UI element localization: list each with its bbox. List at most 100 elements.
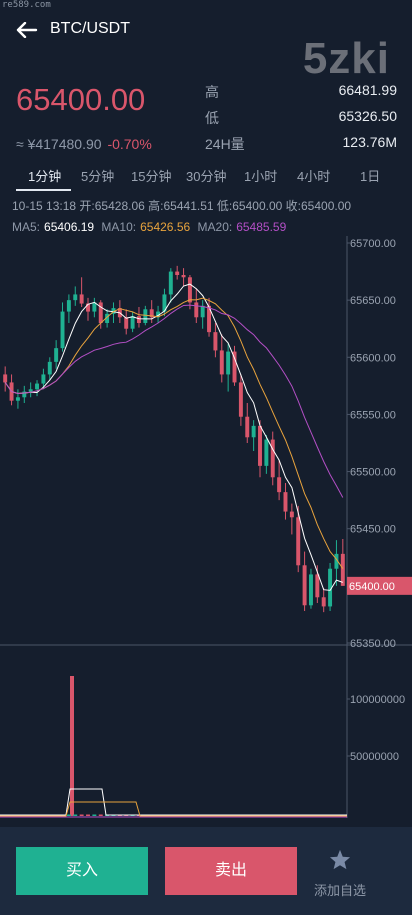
candle-body xyxy=(315,574,320,598)
ma20-line xyxy=(4,304,344,498)
stat-volume-label: 24H量 xyxy=(205,136,245,152)
kline-chart[interactable]: 65700.00 65650.00 65600.00 65550.00 65500.00… xyxy=(0,236,412,824)
volume-bar xyxy=(79,814,84,816)
add-favorite-button[interactable]: 添加自选 xyxy=(308,849,372,899)
candle-body xyxy=(264,439,269,466)
volume-bar xyxy=(66,814,71,816)
candle-body xyxy=(162,294,167,312)
ohlc-low: 65400.00 xyxy=(232,199,283,213)
ma20-value: 65485.59 xyxy=(236,220,287,234)
tab-1h[interactable]: 1小时 xyxy=(244,169,278,184)
back-arrow-icon[interactable] xyxy=(16,22,38,38)
candle-body xyxy=(124,317,129,329)
stat-high-label: 高 xyxy=(205,84,219,100)
stat-low-label: 低 xyxy=(205,110,219,126)
buy-button[interactable]: 买入 xyxy=(16,847,148,895)
stat-volume-value: 123.76M xyxy=(342,134,397,150)
candle-body xyxy=(79,294,84,304)
watermark-text: re589.com xyxy=(2,0,51,10)
tab-15m[interactable]: 15分钟 xyxy=(131,169,172,184)
ma5-value: 65406.19 xyxy=(44,220,95,234)
candle-body xyxy=(136,316,141,323)
candle-body xyxy=(283,492,288,512)
candle-body xyxy=(328,568,333,607)
action-bar: 买入 卖出 添加自选 xyxy=(0,827,412,915)
candle-body xyxy=(156,311,161,318)
candle-body xyxy=(28,389,33,392)
add-favorite-label: 添加自选 xyxy=(313,883,366,898)
volume-tick-label: 50000000 xyxy=(350,751,399,763)
candle-body xyxy=(168,271,173,295)
candle-body xyxy=(238,382,243,417)
tab-30m[interactable]: 30分钟 xyxy=(186,169,227,184)
volume-ma5-line xyxy=(0,788,347,816)
stat-high-value: 66481.99 xyxy=(338,82,397,98)
ohlc-high-label: 高: xyxy=(148,199,164,213)
candle-body xyxy=(143,309,148,323)
candle-body xyxy=(181,275,186,278)
current-price-label: 65400.00 xyxy=(349,581,395,593)
ohlc-close: 65400.00 xyxy=(301,199,352,213)
candle-body xyxy=(105,313,110,323)
pair-title: BTC/USDT xyxy=(50,20,130,37)
candle-body xyxy=(296,517,301,566)
candle-body xyxy=(3,374,8,383)
candle-body xyxy=(35,383,40,390)
candle-body xyxy=(98,302,103,323)
candle-body xyxy=(308,574,313,606)
stat-high: 高 66481.99 xyxy=(205,82,397,107)
candle-body xyxy=(149,309,154,318)
brand-logo: 5zki xyxy=(302,34,390,83)
ma5-label: MA5: xyxy=(12,220,41,234)
candle-body xyxy=(251,425,256,438)
candle-body xyxy=(321,597,326,607)
ohlc-low-label: 低: xyxy=(216,199,233,213)
candle-body xyxy=(47,361,52,375)
ohlc-open: 65428.06 xyxy=(94,199,145,213)
candle-body xyxy=(340,553,345,586)
header: BTC/USDT 5zki xyxy=(0,10,412,83)
price-tick-label: 65350.00 xyxy=(350,638,396,650)
volume-spike-bar xyxy=(70,676,74,816)
candle-body xyxy=(41,374,46,384)
tab-4h[interactable]: 4小时 xyxy=(297,169,331,184)
tab-1d[interactable]: 1日 xyxy=(360,169,381,184)
last-price: 65400.00 xyxy=(16,82,146,117)
candle-body xyxy=(207,305,212,333)
ohlc-high: 65441.51 xyxy=(163,199,214,213)
candle-body xyxy=(302,565,307,606)
stat-low-value: 65326.50 xyxy=(338,108,397,124)
price-tick-label: 65600.00 xyxy=(350,352,396,364)
tab-1m[interactable]: 1分钟 xyxy=(28,169,62,184)
stat-volume: 24H量 123.76M xyxy=(205,134,397,159)
candle-body xyxy=(200,305,205,318)
candle-body xyxy=(92,302,97,312)
sell-button[interactable]: 卖出 xyxy=(165,847,297,895)
candle-body xyxy=(22,391,27,398)
volume-bar xyxy=(73,814,78,816)
stat-low: 低 65326.50 xyxy=(205,108,397,133)
interval-tabs: 1分钟 5分钟 15分钟 30分钟 1小时 4小时 1日 xyxy=(0,164,412,192)
volume-bar xyxy=(92,814,97,816)
current-price-tag xyxy=(347,576,412,595)
price-tick-label: 65550.00 xyxy=(350,409,396,421)
candle-body xyxy=(245,416,250,438)
star-icon xyxy=(329,849,351,870)
ohlc-open-label: 开: xyxy=(79,199,95,213)
price-tick-label: 65450.00 xyxy=(350,524,396,536)
candle-body xyxy=(194,302,199,318)
change-percent: -0.70% xyxy=(107,136,152,152)
ohlc-close-label: 收: xyxy=(285,199,301,213)
candle-body xyxy=(66,300,71,312)
active-tab-indicator xyxy=(16,189,71,191)
volume-ma10-line xyxy=(0,801,347,817)
candle-body xyxy=(86,303,90,312)
candle-body xyxy=(289,511,294,518)
tab-5m[interactable]: 5分钟 xyxy=(81,169,115,184)
candle-body xyxy=(175,271,180,275)
candle-body xyxy=(270,439,275,478)
candle-body xyxy=(15,397,20,401)
ohlc-time: 10-15 13:18 xyxy=(12,199,77,213)
candle-body xyxy=(54,348,59,362)
volume-tick-label: 100000000 xyxy=(350,694,405,706)
